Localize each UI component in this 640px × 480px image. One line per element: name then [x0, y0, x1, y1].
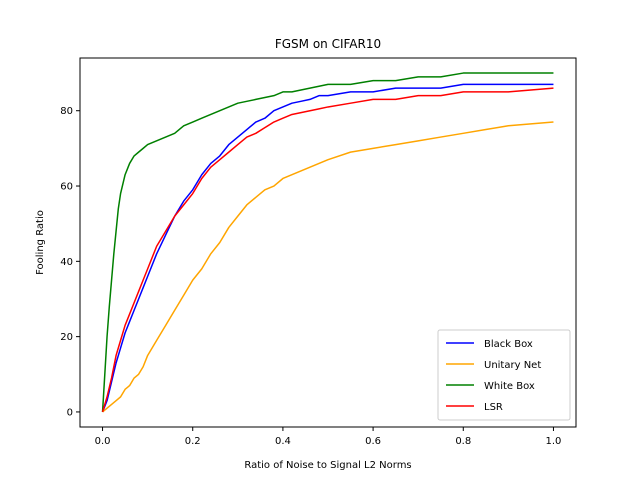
- y-tick-label: 80: [60, 106, 73, 117]
- series-line-black-box: [101, 83, 554, 413]
- y-axis-label: Fooling Ratio: [35, 210, 46, 275]
- legend-label-white-box: White Box: [484, 381, 535, 392]
- legend-label-unitary-net: Unitary Net: [484, 360, 541, 371]
- chart-title: FGSM on CIFAR10: [275, 37, 381, 51]
- legend-box: [437, 329, 571, 421]
- x-tick-label: 0.6: [365, 436, 381, 447]
- x-tick-label: 0.0: [95, 436, 111, 447]
- y-tick-label: 40: [60, 257, 73, 268]
- y-tick-label: 60: [60, 182, 73, 193]
- x-tick-label: 0.4: [275, 436, 291, 447]
- series-line-unitary-net: [102, 121, 554, 413]
- y-tick-label: 20: [60, 332, 73, 343]
- legend: Black Box Unitary Net White Box LSR: [437, 329, 571, 421]
- legend-label-black-box: Black Box: [484, 339, 533, 350]
- x-axis-label: Ratio of Noise to Signal L2 Norms: [244, 460, 411, 471]
- series-line-lsr: [101, 87, 554, 413]
- legend-label-lsr: LSR: [484, 402, 503, 413]
- x-axis: 0.0 0.2 0.4 0.6 0.8 1.0: [95, 427, 562, 447]
- x-tick-label: 0.8: [455, 436, 471, 447]
- series-line-white-box: [101, 72, 554, 412]
- y-tick-label: 0: [67, 407, 73, 418]
- x-tick-label: 1.0: [546, 436, 562, 447]
- data-lines: [101, 72, 554, 413]
- x-tick-label: 0.2: [185, 436, 201, 447]
- y-axis: 0 20 40 60 80: [60, 106, 80, 418]
- plot-frame: [79, 57, 577, 428]
